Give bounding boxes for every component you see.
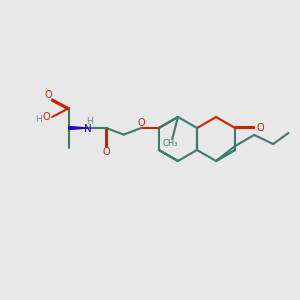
Text: O: O — [257, 123, 265, 133]
Text: CH₃: CH₃ — [163, 140, 178, 148]
Text: H: H — [86, 118, 93, 127]
Text: H: H — [35, 116, 42, 124]
Text: O: O — [44, 90, 52, 100]
Text: O: O — [102, 147, 110, 157]
Text: N: N — [83, 124, 91, 134]
Text: O: O — [42, 112, 50, 122]
Text: O: O — [137, 118, 145, 128]
Polygon shape — [69, 127, 87, 130]
